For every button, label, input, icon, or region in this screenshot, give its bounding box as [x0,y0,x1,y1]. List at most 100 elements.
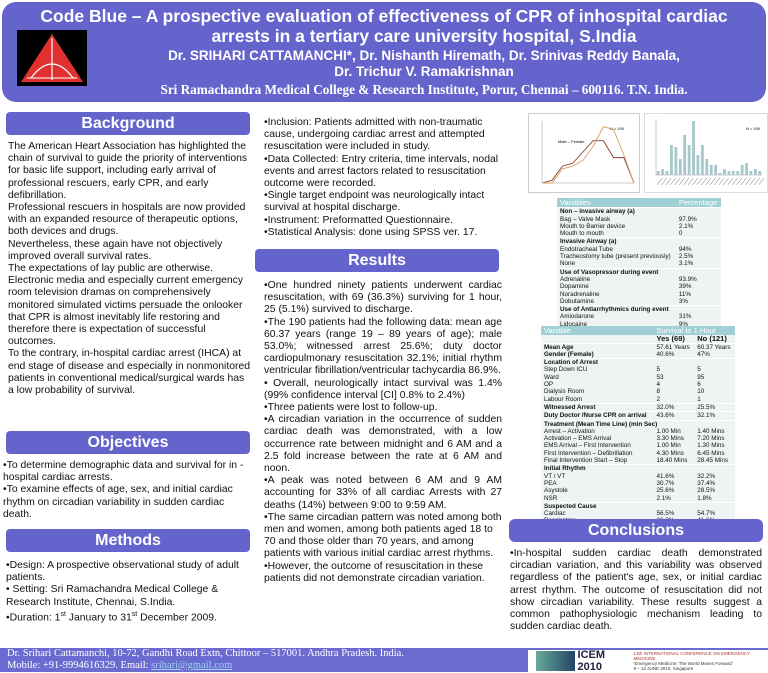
table-cell: Mouth to Barrier device [557,223,676,230]
paragraph: •Instrument: Preformatted Questionnaire. [264,215,504,227]
table-cell: 95 [694,374,735,381]
paragraph: •To examine effects of age, sex, and ini… [3,484,251,521]
table-cell: Arrest – Activation [541,428,654,435]
table-cell: 8 [654,388,695,395]
authors-line2: Dr. Trichur V. Ramakrishnan [82,64,766,80]
conclusions-text: •In-hospital sudden cardiac death demons… [510,548,762,633]
paragraph: •One hundred ninety patients underwent c… [264,280,502,317]
table-cell: 97.9% [676,216,721,223]
authors-line1: Dr. SRIHARI CATTAMANCHI*, Dr. Nishanth H… [82,48,766,64]
conference-logo: ICEM 2010 13th INTERNATIONAL CONFERENCE … [528,650,768,672]
table-cell: 5 [694,366,735,373]
table-cell: Bag – Valve Mask [557,216,676,223]
table-cell: 2.1% [654,495,695,503]
table-cell: 28.45 Mins [694,457,735,465]
table-cell: 32.2% [694,473,735,480]
globe-icon [536,651,575,671]
paragraph: Nevertheless, these again have not objec… [8,239,252,263]
bar [710,165,713,175]
group-title-row: Initial Rhythm [541,465,735,473]
duration: •Duration: 1st January to 31st December … [6,609,250,625]
table-cell: Dobutamine [557,298,676,306]
table-cell: 5 [654,366,695,373]
header-cell: Variable [541,326,654,335]
table-cell: Dopamine [557,283,676,290]
institution: Sri Ramachandra Medical College & Resear… [82,82,766,98]
table-cell: 47% [694,351,735,359]
table-cell: 25.6% [654,487,695,494]
bar [683,135,686,175]
table-cell: Amiodarone [557,313,676,320]
table-cell: VT / VT [541,473,654,480]
subheader-cell: No (121) [694,335,735,343]
group-title: Non – invasive airway (a) [557,208,721,216]
table-cell: 57.61 Years [654,343,695,351]
conference-dates: 9 – 12 JUNE 2010, Singapore [634,666,768,671]
table-cell: 3.1% [676,260,721,268]
table-cell: Mouth to mouth [557,230,676,238]
paragraph: •Statistical Analysis: done using SPSS v… [264,227,504,239]
table-cell: 25.5% [694,403,735,411]
table-cell: 7.20 Mins [694,435,735,442]
table-cell: 54.7% [694,510,735,517]
bar [661,169,664,175]
bar [714,165,717,175]
table-cell: 28.5% [694,487,735,494]
duration-text: •Duration: 1 [6,612,60,623]
bar [670,145,673,175]
circadian-bar-chart: N = 190 [644,113,768,193]
bar [719,173,722,175]
table-cell: 56.5% [654,510,695,517]
methods-heading: Methods [6,529,250,552]
header-cell: Variables [557,198,676,208]
group-title: Use of Antiarrhythmics during event [557,306,721,314]
table-cell: EMS Arrival – First Intervention [541,442,654,449]
duration-text: December 2009. [137,612,217,623]
table-cell: Cardiac [541,510,654,517]
paragraph: Professional rescuers in hospitals are n… [8,202,252,239]
group-title-row: Location of Arrest [541,359,735,367]
table-cell: 40.6% [654,351,695,359]
header-cell: Percentage [676,198,721,208]
group-title: Initial Rhythm [541,465,735,473]
table-cell: 3% [676,298,721,306]
paragraph: •Three patients were lost to follow-up. [264,402,502,414]
table-cell: 6 [694,381,735,388]
table-cell: Duty Doctor /Nurse CPR on arrival [541,412,654,420]
paragraph: •Design: A prospective observational stu… [6,560,250,584]
bar [758,171,761,175]
bar [692,121,695,175]
table-cell: Witnessed Arrest [541,403,654,411]
duration-text: January to 31 [66,612,132,623]
table-cell: Adrenaline [557,276,676,283]
legend-female: Female [571,139,585,144]
objectives-heading: Objectives [6,431,250,454]
paragraph: • Setting: Sri Ramachandra Medical Colle… [6,584,250,608]
mobile: Mobile: +91-9994616329. Email: [7,660,151,671]
bar [723,169,726,175]
table-cell: 94% [676,246,721,253]
results-text: •One hundred ninety patients underwent c… [264,280,502,585]
bar [732,171,735,175]
email-link[interactable]: srihari@gmail.com [151,660,232,671]
table-row: Tracheostomy tube (present previously)2.… [557,253,721,260]
n-label: N = 190 [610,126,625,131]
table-cell: 6.45 Mins [694,450,735,457]
institution-logo [17,30,87,86]
table-cell: 1.30 Mins [694,442,735,449]
poster-title-line2: arrests in a tertiary care university ho… [82,26,766,47]
conference-name: ICEM 2010 [578,649,631,673]
group-title-row: Use of Antiarrhythmics during event [557,306,721,314]
